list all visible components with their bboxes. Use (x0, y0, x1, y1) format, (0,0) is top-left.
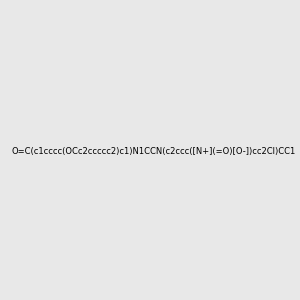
Text: O=C(c1cccc(OCc2ccccc2)c1)N1CCN(c2ccc([N+](=O)[O-])cc2Cl)CC1: O=C(c1cccc(OCc2ccccc2)c1)N1CCN(c2ccc([N+… (12, 147, 296, 156)
